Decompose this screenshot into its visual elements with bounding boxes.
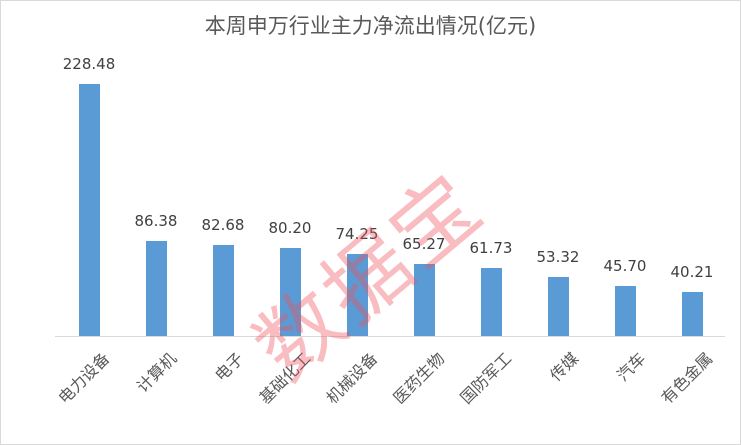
bar [145, 240, 167, 336]
bar [78, 84, 100, 336]
data-label: 40.21 [670, 262, 714, 281]
data-label: 45.70 [603, 256, 647, 275]
x-axis-line [55, 336, 725, 337]
bar [614, 285, 636, 336]
chart-title: 本周申万行业主力净流出情况(亿元) [204, 14, 537, 38]
data-label: 53.32 [536, 248, 580, 267]
bar [480, 267, 502, 336]
data-label: 86.38 [134, 211, 178, 230]
bar [346, 254, 368, 336]
data-label: 80.20 [268, 218, 312, 237]
data-label: 65.27 [402, 235, 446, 253]
data-label: 82.68 [201, 215, 245, 234]
bar [547, 277, 569, 336]
plot-area: 228.48 86.38 82.68 80.20 74.25 65.27 61.73 53.3… [55, 55, 725, 336]
data-label: 61.73 [469, 238, 513, 257]
bar [681, 291, 703, 336]
data-label: 74.25 [335, 225, 379, 244]
bar [212, 244, 234, 336]
bar [413, 264, 435, 336]
data-label: 228.48 [62, 55, 116, 73]
bar [279, 247, 301, 336]
